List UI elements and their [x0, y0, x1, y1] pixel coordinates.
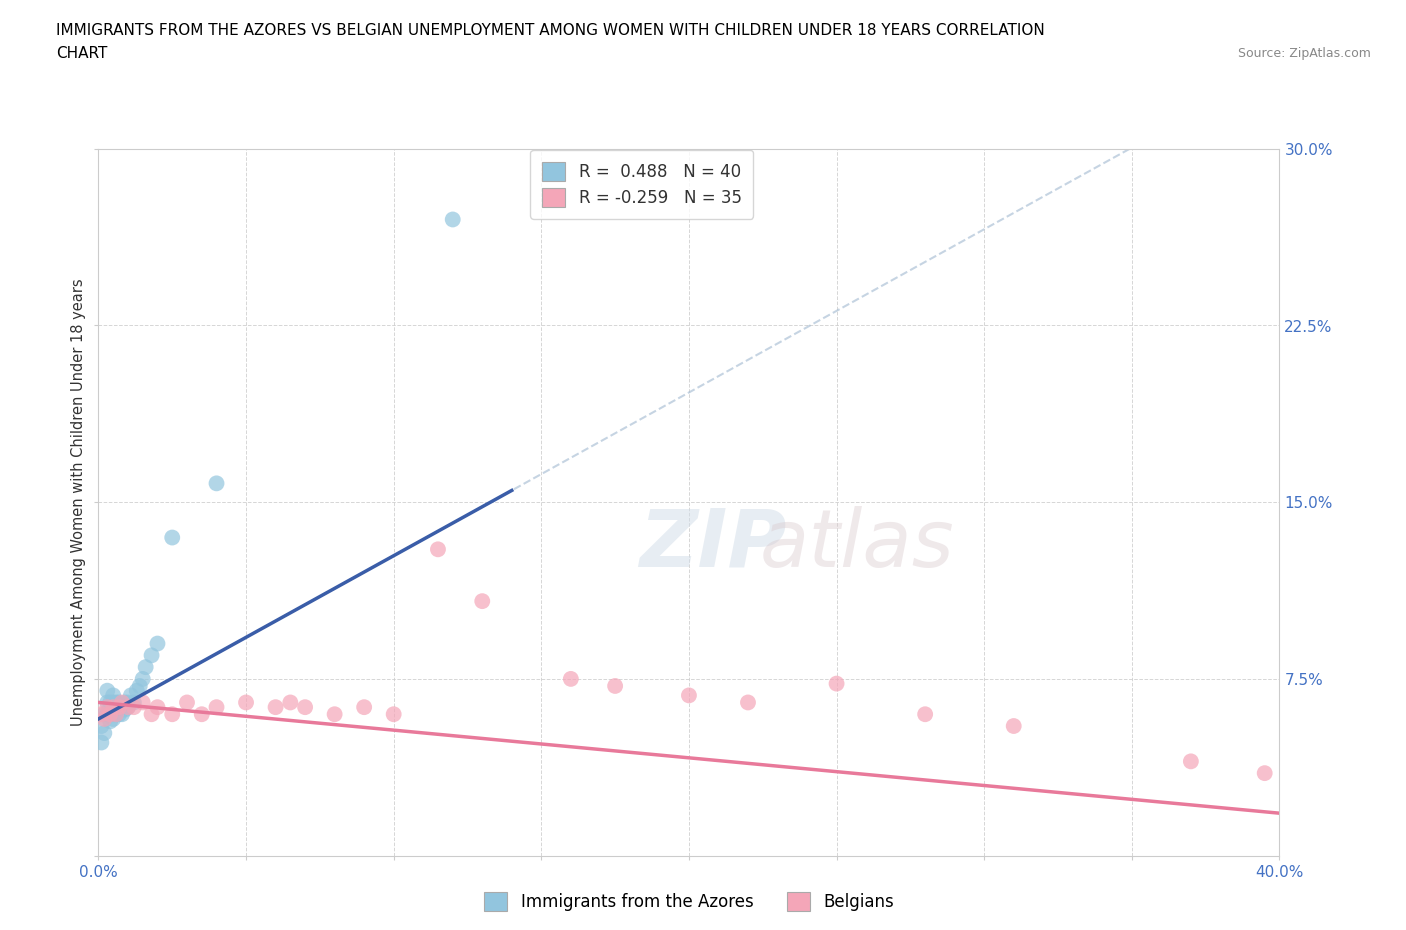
Point — [103, 699, 125, 714]
Point — [105, 707, 128, 722]
Point — [382, 707, 405, 722]
Point — [146, 699, 169, 714]
Point — [278, 695, 302, 710]
Point — [120, 688, 142, 703]
Point — [98, 714, 121, 729]
Point — [235, 695, 257, 710]
Point — [1180, 754, 1202, 769]
Point — [93, 707, 115, 722]
Point — [93, 711, 115, 726]
Point — [141, 648, 163, 663]
Point — [427, 542, 450, 557]
Point — [117, 695, 139, 710]
Point — [103, 695, 125, 710]
Point — [737, 695, 759, 710]
Point — [96, 699, 118, 714]
Point — [103, 688, 125, 703]
Point — [135, 659, 157, 674]
Point — [146, 636, 169, 651]
Point — [132, 671, 155, 686]
Point — [105, 699, 128, 714]
Point — [353, 699, 375, 714]
Point — [108, 695, 131, 710]
Legend: Immigrants from the Azores, Belgians: Immigrants from the Azores, Belgians — [477, 885, 901, 918]
Point — [108, 699, 131, 714]
Point — [264, 699, 287, 714]
Point — [191, 707, 214, 722]
Point — [90, 735, 112, 750]
Point — [98, 695, 121, 710]
Point — [90, 707, 112, 722]
Point — [176, 695, 198, 710]
Point — [114, 695, 136, 710]
Point — [205, 699, 228, 714]
Point — [323, 707, 346, 722]
Point — [93, 725, 115, 740]
Point — [90, 719, 112, 734]
Point — [96, 707, 118, 722]
Point — [114, 702, 136, 717]
Point — [105, 707, 128, 722]
Point — [128, 679, 150, 694]
Point — [162, 707, 183, 722]
Point — [294, 699, 316, 714]
Point — [678, 688, 700, 703]
Point — [605, 679, 627, 694]
Point — [108, 699, 131, 714]
Point — [96, 684, 118, 698]
Point — [132, 695, 155, 710]
Point — [111, 699, 134, 714]
Point — [141, 707, 163, 722]
Point — [103, 699, 125, 714]
Point — [103, 707, 125, 722]
Point — [122, 695, 145, 710]
Point — [560, 671, 582, 686]
Point — [105, 695, 128, 710]
Point — [117, 699, 139, 714]
Point — [825, 676, 848, 691]
Text: IMMIGRANTS FROM THE AZORES VS BELGIAN UNEMPLOYMENT AMONG WOMEN WITH CHILDREN UND: IMMIGRANTS FROM THE AZORES VS BELGIAN UN… — [56, 23, 1045, 38]
Text: Source: ZipAtlas.com: Source: ZipAtlas.com — [1237, 46, 1371, 60]
Point — [122, 699, 145, 714]
Text: ZIP: ZIP — [638, 506, 786, 584]
Point — [205, 476, 228, 491]
Point — [471, 593, 494, 608]
Y-axis label: Unemployment Among Women with Children Under 18 years: Unemployment Among Women with Children U… — [70, 278, 86, 726]
Point — [117, 699, 139, 714]
Point — [98, 707, 121, 722]
Text: CHART: CHART — [56, 46, 108, 61]
Point — [98, 707, 121, 722]
Point — [111, 695, 134, 710]
Point — [111, 707, 134, 722]
Point — [441, 212, 464, 227]
Point — [914, 707, 936, 722]
Point — [1002, 719, 1025, 734]
Text: atlas: atlas — [759, 506, 955, 584]
Point — [1254, 765, 1277, 780]
Point — [98, 699, 121, 714]
Point — [96, 695, 118, 710]
Point — [125, 684, 148, 698]
Point — [162, 530, 183, 545]
Point — [108, 707, 131, 722]
Point — [103, 711, 125, 726]
Point — [96, 707, 118, 722]
